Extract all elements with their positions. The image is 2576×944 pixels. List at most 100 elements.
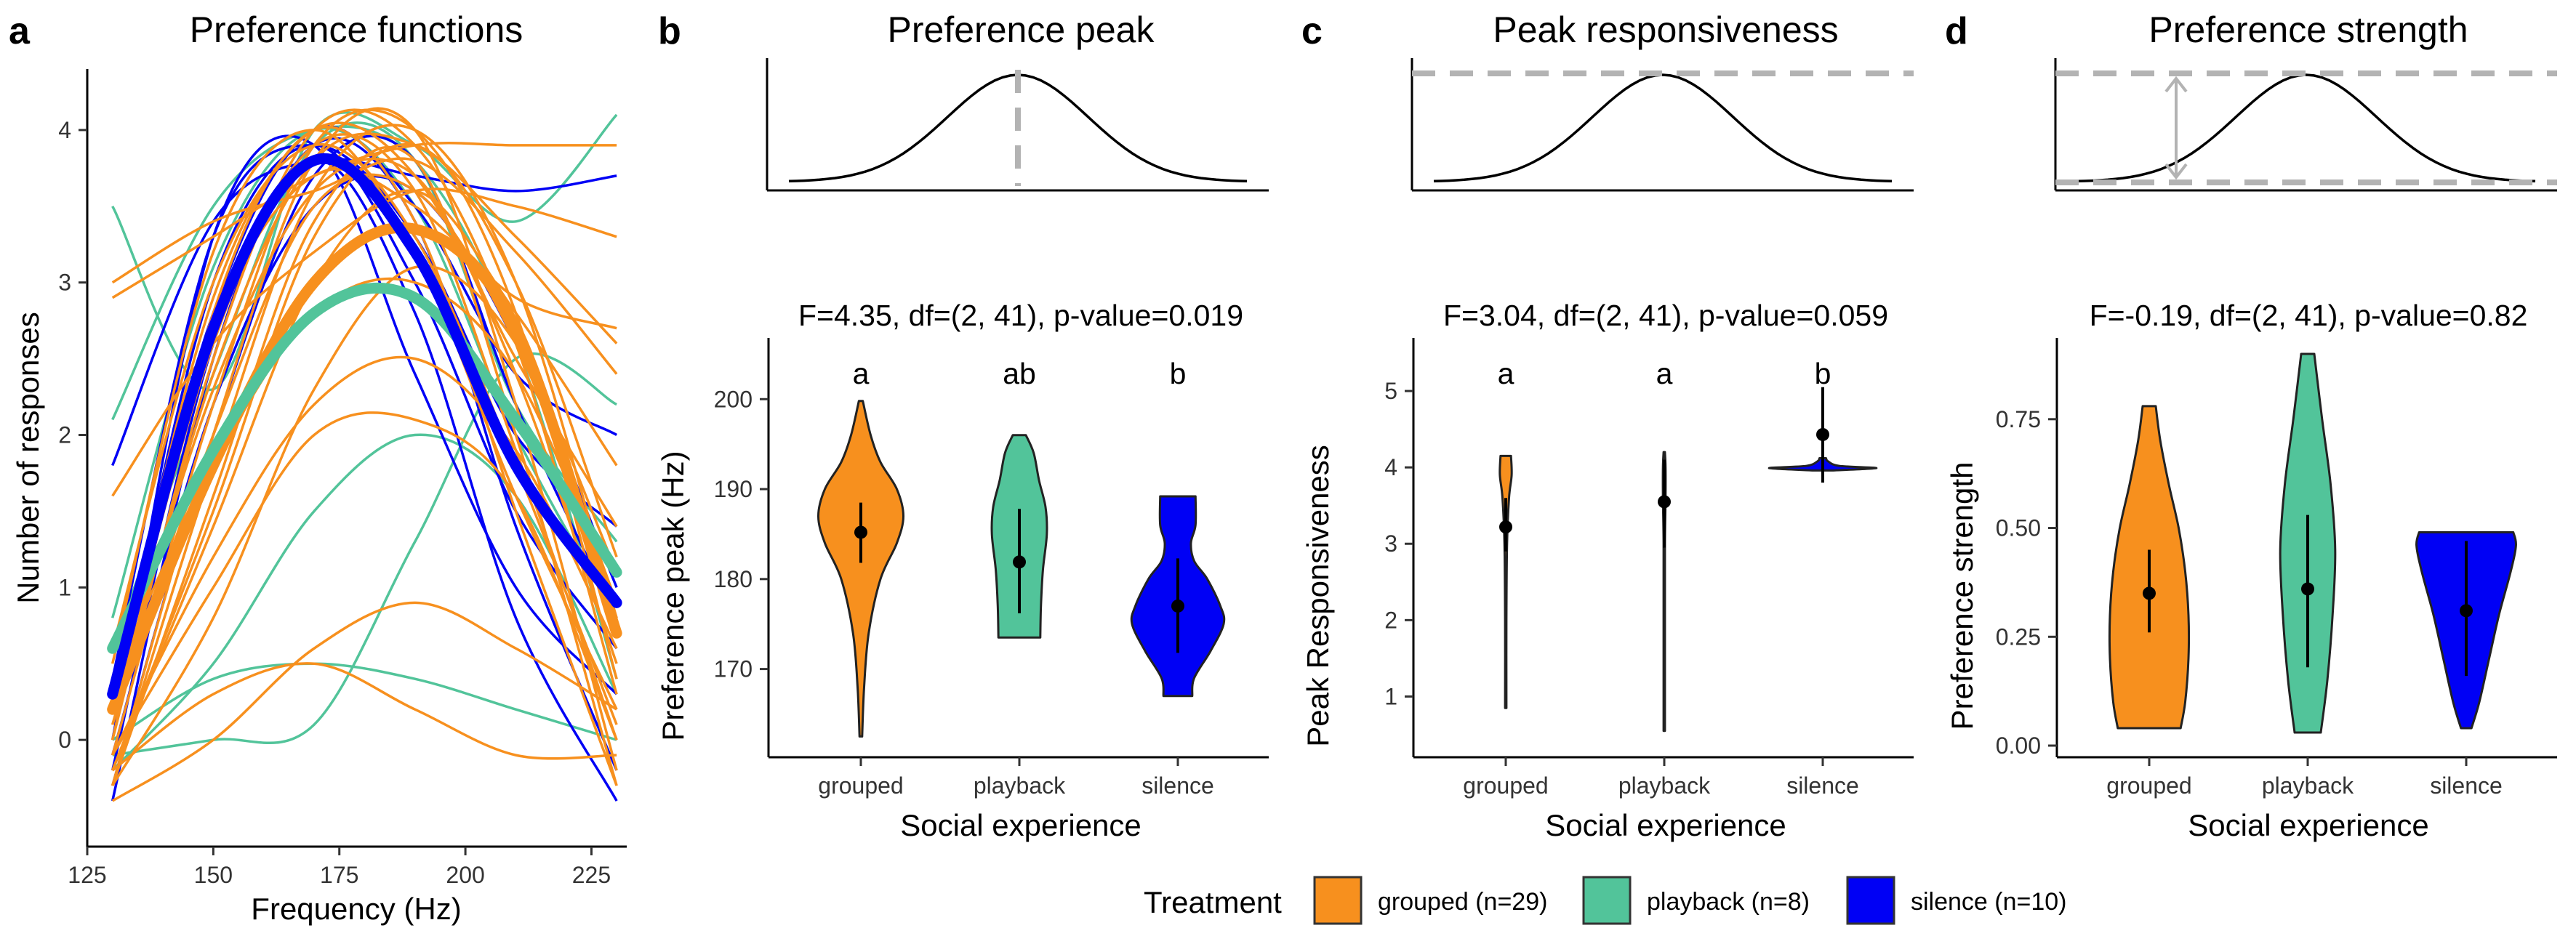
panel-a-ticks: 125 150 175 200 225 0 1 2 3 4 (58, 117, 611, 888)
panel-a-curves (107, 107, 622, 802)
curve-silence-38 (111, 159, 618, 802)
panel-a: a Preference functions 125 150 175 200 22501… (9, 9, 627, 926)
x-tick-label-grouped: grouped (1463, 772, 1548, 799)
violin-grouped (817, 400, 904, 738)
x-tick-label-200: 200 (446, 862, 484, 888)
mean-point-grouped (1499, 520, 1512, 534)
curve-playback-29 (111, 662, 617, 741)
panel-c: c Peak responsiveness F=3.04, df=(2, 41)… (1301, 9, 1914, 842)
legend-label-playback: playback (n=8) (1647, 888, 1810, 916)
panel-b-stat: F=4.35, df=(2, 41), p-value=0.019 (798, 299, 1243, 332)
mean-point-grouped (854, 525, 867, 539)
panel-label-b: b (658, 10, 681, 52)
y-tick-label-0.50: 0.50 (1996, 515, 2041, 541)
y-tick-label-0.25: 0.25 (1996, 624, 2041, 650)
x-tick-label-playback: playback (974, 772, 1066, 799)
y-tick-label-4: 4 (1384, 454, 1397, 480)
sig-letter-playback: a (1656, 357, 1673, 390)
y-tick-label-0.00: 0.00 (1996, 733, 2041, 759)
panel-c-title: Peak responsiveness (1493, 9, 1838, 50)
panel-d-plot: 0.00 0.25 0.50 0.75 grouped playback silence (1996, 338, 2557, 799)
y-tick-label-200: 200 (714, 386, 753, 412)
panel-c-plot: 1 2 3 4 5 grouped a playback a silence b (1384, 338, 1914, 799)
mean-curve-grouped (107, 222, 622, 715)
panel-d-title: Preference strength (2148, 9, 2468, 50)
curve-grouped-19 (111, 189, 618, 771)
y-tick-label-4: 4 (58, 117, 71, 143)
x-tick-label-grouped: grouped (2106, 772, 2191, 799)
panel-label-d: d (1945, 10, 1968, 52)
mean-point-silence (1816, 427, 1829, 441)
mean-curve-silence (107, 153, 622, 700)
panel-d-xlabel: Social experience (2188, 808, 2429, 842)
mean-point-playback (1658, 495, 1671, 509)
schematic-arrow-head-up (2164, 76, 2188, 93)
mean-point-playback (2301, 582, 2314, 596)
x-tick-label-175: 175 (320, 862, 358, 888)
curve-playback-28 (111, 433, 618, 772)
panel-b-schematic (766, 58, 1269, 192)
curve-grouped-14 (111, 601, 618, 802)
y-tick-label-5: 5 (1384, 378, 1397, 404)
curve-grouped-4 (111, 124, 618, 786)
panel-a-xlabel: Frequency (Hz) (251, 892, 461, 926)
sig-letter-grouped: a (853, 357, 870, 390)
legend: Treatment grouped (n=29) playback (n=8) … (1144, 876, 2067, 925)
x-tick-label-150: 150 (194, 862, 233, 888)
legend-swatch-silence (1846, 876, 1895, 925)
curve-grouped-0 (111, 121, 618, 695)
y-tick-label-0.75: 0.75 (1996, 406, 2041, 432)
legend-title: Treatment (1144, 885, 1282, 919)
schematic-curve (1433, 73, 1893, 183)
panel-c-ylabel: Peak Responsiveness (1301, 445, 1335, 747)
y-tick-label-0: 0 (58, 727, 71, 753)
panel-label-c: c (1301, 10, 1323, 52)
panel-b-ylabel: Preference peak (Hz) (656, 451, 690, 741)
x-tick-label-playback: playback (2262, 772, 2354, 799)
curve-grouped-15 (111, 662, 617, 772)
sig-letter-silence: b (1170, 357, 1187, 390)
mean-point-grouped (2143, 586, 2156, 600)
legend-label-silence: silence (n=10) (1911, 888, 2067, 916)
curve-grouped-10 (111, 187, 617, 497)
x-tick-label-silence: silence (1786, 772, 1859, 799)
panel-d-ylabel: Preference strength (1945, 462, 1979, 730)
panel-a-title: Preference functions (190, 9, 523, 50)
x-tick-label-125: 125 (68, 862, 106, 888)
curve-grouped-21 (111, 411, 618, 757)
legend-swatch-playback (1582, 876, 1632, 925)
panel-c-xlabel: Social experience (1545, 808, 1786, 842)
curve-grouped-9 (111, 157, 618, 375)
y-tick-label-1: 1 (1384, 683, 1397, 709)
x-tick-label-225: 225 (572, 862, 611, 888)
x-tick-label-silence: silence (2430, 772, 2503, 799)
mean-curve-playback (107, 282, 622, 654)
curve-grouped-3 (111, 108, 618, 741)
curve-grouped-6 (111, 142, 618, 771)
y-tick-label-180: 180 (714, 566, 753, 592)
panel-b-xlabel: Social experience (900, 808, 1141, 842)
legend-swatch-grouped (1313, 876, 1363, 925)
panel-a-axes (86, 69, 627, 848)
sig-letter-grouped: a (1498, 357, 1514, 390)
mean-point-playback (1013, 555, 1026, 569)
panel-b: b Preference peak F=4.35, df=(2, 41), p-… (656, 9, 1269, 842)
y-tick-label-2: 2 (58, 422, 71, 448)
panel-c-schematic (1411, 58, 1914, 192)
y-tick-label-170: 170 (714, 656, 753, 682)
mean-point-silence (2460, 604, 2473, 618)
y-tick-label-2: 2 (1384, 607, 1397, 633)
panel-d-stat: F=-0.19, df=(2, 41), p-value=0.82 (2090, 299, 2528, 332)
panel-label-a: a (9, 10, 31, 52)
panel-c-stat: F=3.04, df=(2, 41), p-value=0.059 (1443, 299, 1888, 332)
curve-grouped-18 (111, 143, 618, 725)
y-tick-label-1: 1 (58, 574, 71, 600)
x-tick-label-silence: silence (1141, 772, 1214, 799)
y-tick-label-3: 3 (58, 270, 71, 296)
panel-d-schematic (2054, 58, 2557, 192)
x-tick-label-grouped: grouped (818, 772, 903, 799)
panel-b-plot: 170 180 190 200 grouped a playback ab silence b (714, 338, 1269, 799)
y-tick-label-190: 190 (714, 476, 753, 502)
curve-grouped-23 (111, 145, 618, 786)
